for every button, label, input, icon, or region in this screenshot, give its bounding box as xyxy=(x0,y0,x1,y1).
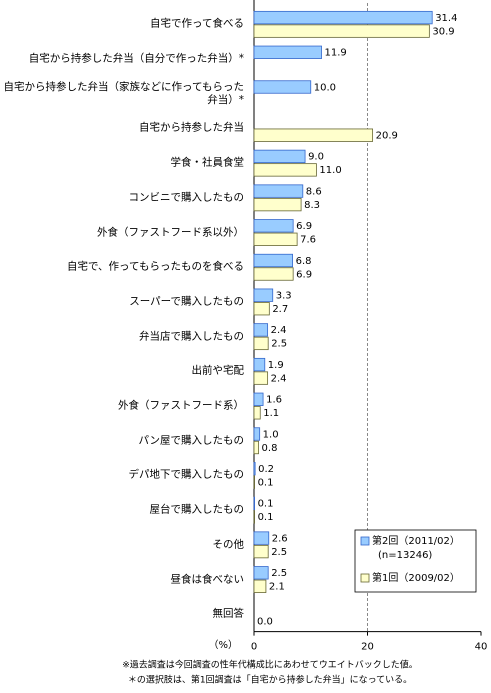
bar xyxy=(253,219,294,233)
legend-label: 第1回（2009/02） xyxy=(372,571,460,584)
bar xyxy=(253,45,322,59)
value-label: 2.6 xyxy=(272,533,288,544)
bar xyxy=(253,149,306,164)
bar xyxy=(253,336,269,351)
bar xyxy=(253,357,266,372)
value-label: 2.5 xyxy=(271,547,287,558)
category-label: 弁当店で購入したもの xyxy=(139,330,244,343)
category-label: 自宅から持参した弁当 xyxy=(139,121,244,134)
value-label: 2.1 xyxy=(269,582,285,593)
bar xyxy=(253,392,264,406)
bar xyxy=(253,253,293,268)
value-label: 6.9 xyxy=(296,221,312,232)
value-label: 6.9 xyxy=(296,269,312,280)
value-label: 2.5 xyxy=(271,568,287,579)
bar xyxy=(253,184,304,198)
bar xyxy=(253,267,294,281)
value-label: 0.8 xyxy=(262,443,278,454)
bar xyxy=(253,302,270,316)
bar xyxy=(253,163,317,177)
bar xyxy=(253,323,269,337)
value-label: 0.1 xyxy=(258,499,274,510)
bar xyxy=(253,371,269,385)
bar xyxy=(253,475,255,489)
bar xyxy=(253,406,261,420)
value-label: 30.9 xyxy=(432,26,454,37)
legend-label: 第2回（2011/02） xyxy=(372,534,460,547)
category-label: 無回答 xyxy=(212,607,245,620)
value-label: 1.1 xyxy=(263,408,279,419)
value-label: 11.0 xyxy=(319,165,341,176)
legend-box xyxy=(354,529,477,593)
footnote: ※過去調査は今回調査の性年代構成比にあわせてウエイトバックした値。 xyxy=(122,659,418,671)
value-label: 7.6 xyxy=(300,235,316,246)
value-label: 1.0 xyxy=(263,429,279,440)
footnote: ＊の選択肢は、第1回調査は「自宅から持参した弁当」になっている。 xyxy=(128,674,412,686)
value-label: 31.4 xyxy=(435,13,457,24)
value-label: 0.1 xyxy=(258,477,274,488)
category-label: 出前や宅配 xyxy=(191,364,245,377)
category-label: 学食・社員食堂 xyxy=(170,156,245,169)
bar xyxy=(253,510,255,524)
category-label: スーパーで購入したもの xyxy=(129,295,244,308)
category-label: 自宅で作って食べる xyxy=(150,17,244,30)
value-label: 2.4 xyxy=(271,373,287,384)
category-label: 自宅で、作ってもらったものを食べる xyxy=(66,260,244,273)
value-label: 1.6 xyxy=(266,395,282,406)
bar xyxy=(253,579,267,593)
value-label: 6.8 xyxy=(296,256,312,267)
bar xyxy=(253,128,374,142)
category-label: 自宅から持参した弁当（家族などに作ってもらった弁当）* xyxy=(3,80,244,106)
category-label: コンビニで購入したもの xyxy=(128,191,245,204)
legend-swatch xyxy=(360,536,370,546)
x-tick-label: 40 xyxy=(475,642,488,653)
bar xyxy=(253,427,261,441)
legend-swatch xyxy=(360,573,370,583)
value-label: 1.9 xyxy=(268,360,284,371)
bar xyxy=(253,544,269,559)
value-label: 0.2 xyxy=(258,464,274,475)
value-label: 0.0 xyxy=(257,616,273,627)
value-label: 2.4 xyxy=(271,325,287,336)
value-label: 2.7 xyxy=(272,304,288,315)
value-label: 0.1 xyxy=(258,512,274,523)
value-label: 2.5 xyxy=(271,339,287,350)
value-label: 8.6 xyxy=(306,186,322,197)
bar xyxy=(253,232,298,246)
bar xyxy=(253,531,270,545)
category-label: 昼食は食べない xyxy=(170,573,245,586)
bar xyxy=(253,288,274,302)
bar xyxy=(253,197,302,212)
category-label: その他 xyxy=(212,538,245,551)
category-label: 外食（ファストフード系以外） xyxy=(97,226,244,239)
category-label: パン屋で購入したもの xyxy=(138,434,244,447)
bar xyxy=(253,10,433,25)
bar xyxy=(253,440,259,455)
x-tick-label: 0 xyxy=(251,642,257,653)
x-tick-label: 20 xyxy=(361,642,374,653)
bar xyxy=(253,566,269,580)
category-label: 屋台で購入したもの xyxy=(149,503,245,516)
category-label: デパ地下で購入したもの xyxy=(128,468,245,481)
legend-note: (n=13246) xyxy=(378,550,432,561)
bar xyxy=(253,496,255,511)
value-label: 10.0 xyxy=(314,82,336,93)
category-label: 自宅から持参した弁当（自分で作った弁当）* xyxy=(28,52,244,65)
value-label: 20.9 xyxy=(376,130,398,141)
bar xyxy=(253,462,256,476)
bar xyxy=(253,24,430,38)
value-label: 11.9 xyxy=(325,48,347,59)
value-label: 8.3 xyxy=(304,200,320,211)
value-label: 3.3 xyxy=(276,290,292,301)
category-label: 外食（ファストフード系） xyxy=(118,399,244,412)
x-axis-unit: （%） xyxy=(208,639,238,651)
bar xyxy=(253,80,312,94)
value-label: 9.0 xyxy=(308,152,324,163)
